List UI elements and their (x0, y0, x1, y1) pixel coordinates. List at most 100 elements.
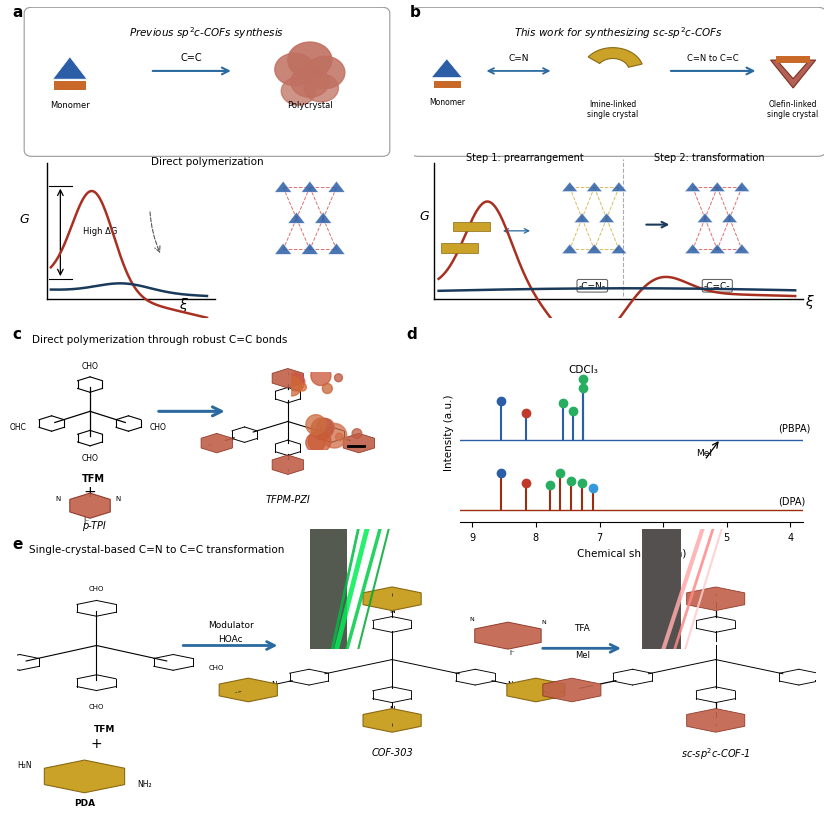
Polygon shape (586, 245, 601, 254)
Circle shape (290, 67, 328, 98)
X-axis label: Chemical shift (ppm): Chemical shift (ppm) (576, 548, 686, 558)
Circle shape (305, 57, 345, 89)
Text: C=C: C=C (181, 53, 203, 63)
Text: CHO: CHO (88, 585, 104, 590)
Polygon shape (301, 182, 318, 193)
Text: N: N (116, 495, 121, 501)
Text: Step 2: transformation: Step 2: transformation (653, 152, 763, 162)
Polygon shape (684, 245, 700, 254)
Text: $\xi$: $\xi$ (804, 293, 814, 311)
Text: Direct polymerization through robust C=C bonds: Direct polymerization through robust C=C… (31, 335, 287, 345)
Text: a: a (12, 5, 23, 20)
Text: OHC: OHC (10, 423, 27, 432)
Text: High ΔG: High ΔG (83, 227, 117, 236)
Text: N: N (214, 441, 218, 446)
Text: TFPM-PZI: TFPM-PZI (265, 494, 310, 504)
Polygon shape (272, 456, 304, 475)
Text: $\xi$: $\xi$ (179, 296, 189, 313)
Text: C=N to C=C: C=N to C=C (686, 54, 739, 63)
FancyBboxPatch shape (24, 8, 390, 157)
Text: CHO: CHO (82, 361, 98, 370)
Circle shape (305, 415, 326, 435)
Polygon shape (327, 182, 345, 193)
Polygon shape (684, 183, 700, 192)
Polygon shape (562, 183, 577, 192)
Circle shape (311, 418, 332, 440)
Text: NH₂: NH₂ (137, 779, 151, 788)
Text: N: N (55, 495, 60, 501)
Circle shape (310, 366, 331, 386)
Polygon shape (314, 213, 331, 224)
Text: This work for synthesizing sc-$sp^2$c-COFs: This work for synthesizing sc-$sp^2$c-CO… (514, 26, 723, 41)
Polygon shape (45, 760, 124, 793)
Circle shape (288, 43, 332, 79)
Text: CHO: CHO (82, 453, 98, 462)
Text: N: N (541, 619, 546, 624)
Text: I⁻: I⁻ (509, 649, 514, 655)
Circle shape (316, 419, 334, 437)
Text: Olefin-linked
single crystal: Olefin-linked single crystal (767, 100, 818, 119)
Text: (DPA): (DPA) (777, 495, 804, 505)
Circle shape (322, 384, 332, 394)
Polygon shape (734, 183, 748, 192)
Polygon shape (219, 678, 277, 702)
Polygon shape (734, 245, 748, 254)
Text: MeI: MeI (574, 650, 589, 659)
Polygon shape (53, 58, 87, 80)
Text: d: d (405, 327, 416, 342)
Circle shape (304, 75, 338, 103)
Bar (452, 222, 490, 232)
Text: N: N (713, 596, 717, 601)
Polygon shape (721, 214, 737, 223)
Polygon shape (574, 214, 589, 223)
Polygon shape (201, 434, 232, 453)
Bar (54, 82, 86, 90)
Polygon shape (610, 245, 626, 254)
Circle shape (335, 433, 342, 441)
Text: PDA: PDA (74, 797, 95, 806)
Text: N: N (285, 376, 289, 381)
Polygon shape (686, 587, 743, 611)
Text: Direct polymerization: Direct polymerization (151, 157, 263, 167)
Text: N: N (270, 681, 276, 689)
Text: CDCl₃: CDCl₃ (567, 364, 597, 375)
Polygon shape (301, 244, 318, 255)
Polygon shape (598, 214, 614, 223)
Circle shape (322, 424, 347, 448)
Text: N: N (713, 718, 717, 723)
Text: N: N (569, 688, 573, 693)
Polygon shape (362, 587, 421, 611)
Text: CHO: CHO (88, 703, 104, 710)
Text: (PBPA): (PBPA) (777, 423, 809, 433)
Text: Imine-linked
single crystal: Imine-linked single crystal (586, 100, 638, 119)
FancyBboxPatch shape (409, 8, 825, 157)
Text: CHO: CHO (149, 423, 166, 432)
Text: G: G (19, 213, 29, 226)
Polygon shape (562, 245, 577, 254)
Text: N: N (505, 632, 509, 637)
Bar (440, 244, 477, 253)
Polygon shape (474, 623, 541, 649)
Text: Monomer: Monomer (50, 101, 89, 110)
Text: +: + (84, 485, 96, 500)
Text: N: N (507, 681, 513, 689)
Text: G: G (419, 209, 428, 222)
Text: TFM: TFM (82, 474, 105, 484)
Text: N: N (389, 605, 394, 614)
Circle shape (289, 374, 299, 385)
Polygon shape (288, 213, 304, 224)
Text: Monomer: Monomer (428, 98, 464, 108)
Polygon shape (770, 61, 815, 89)
Text: e: e (12, 536, 23, 551)
Circle shape (351, 429, 361, 439)
Text: MeI: MeI (696, 448, 712, 457)
Circle shape (281, 78, 315, 106)
Text: +: + (90, 736, 103, 750)
Bar (434, 82, 461, 89)
Circle shape (275, 55, 314, 86)
Polygon shape (275, 244, 291, 255)
Bar (310, 529, 347, 649)
Circle shape (282, 377, 301, 396)
Text: p-TPI: p-TPI (82, 520, 106, 530)
Y-axis label: Intensity (a.u.): Intensity (a.u.) (443, 394, 453, 471)
